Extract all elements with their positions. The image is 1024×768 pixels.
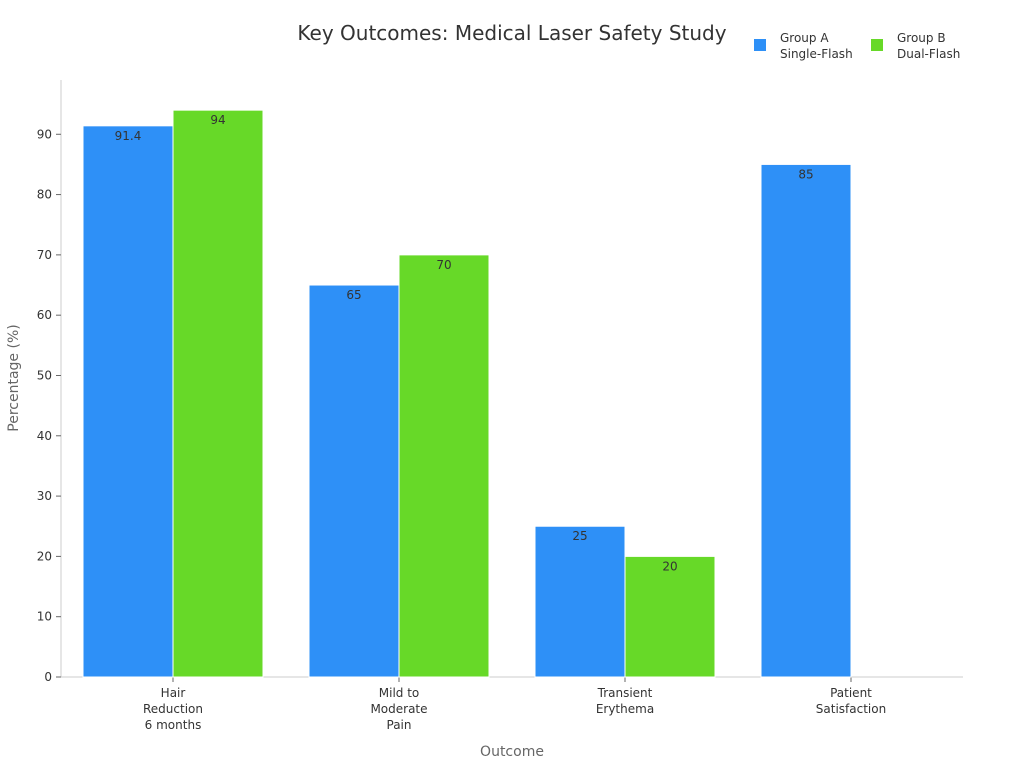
x-tick-label: Mild to Moderate Pain [370,686,427,732]
y-tick-label: 10 [37,610,52,624]
y-tick-label: 50 [37,368,52,382]
y-tick-label: 70 [37,248,52,262]
y-tick-label: 0 [44,670,52,684]
bar [398,254,490,678]
bar-value-label: 65 [346,288,361,302]
y-tick-label: 30 [37,489,52,503]
y-tick-label: 80 [37,188,52,202]
bar [172,109,264,678]
bar-value-label: 94 [210,113,225,127]
legend-label: Group B Dual-Flash [897,31,960,61]
bar-value-label: 91.4 [115,129,142,143]
bar [760,163,852,678]
bar [82,125,174,678]
y-axis-title: Percentage (%) [6,324,22,431]
legend-swatch [754,39,766,51]
y-tick-label: 20 [37,549,52,563]
bar-value-label: 85 [798,167,813,181]
legend: Group A Single-Flash Group B Dual-Flash [754,31,960,61]
bar [308,284,400,678]
axes: 0 10 20 30 40 50 60 70 80 90 Hair Reduction 6 months… [37,80,963,732]
legend-label: Group A Single-Flash [780,31,853,61]
bars [82,109,852,678]
x-tick-label: Patient Satisfaction [816,686,886,716]
bar-value-label: 20 [662,559,677,573]
y-tick-label: 90 [37,127,52,141]
x-tick-label: Hair Reduction 6 months [143,686,203,732]
legend-swatch [871,39,883,51]
data-labels: 91.4 94 65 70 25 20 85 [115,113,814,573]
y-tick-label: 60 [37,308,52,322]
bar [534,525,626,678]
y-tick-label: 40 [37,429,52,443]
x-tick-label: Transient Erythema [596,686,654,716]
x-axis-title: Outcome [480,744,544,760]
bar-value-label: 25 [572,529,587,543]
chart-title: Key Outcomes: Medical Laser Safety Study [297,21,726,45]
bar-value-label: 70 [436,258,451,272]
bar [624,555,716,678]
